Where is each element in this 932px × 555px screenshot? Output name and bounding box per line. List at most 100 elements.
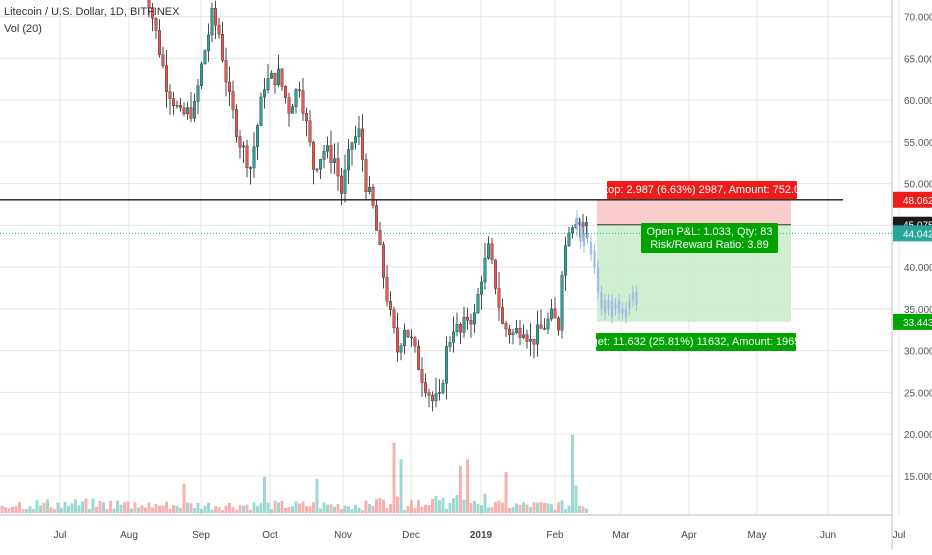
volume-indicator-label[interactable]: Vol (20) [4, 23, 42, 35]
volume-bar [539, 501, 543, 513]
volume-bar [529, 507, 532, 513]
projection-body [593, 250, 596, 268]
candle-body [312, 141, 316, 170]
candle-body [553, 308, 557, 319]
candle-body [315, 168, 319, 171]
volume-bar [84, 498, 88, 513]
candle-body [501, 307, 505, 324]
candle-body [189, 107, 193, 119]
candle-body [343, 169, 347, 194]
volume-bar [518, 504, 522, 513]
price-lines[interactable] [0, 199, 892, 234]
price-tag-label: 44.042 [903, 229, 932, 240]
volume-bar [532, 502, 536, 513]
volume-bar [350, 509, 354, 513]
projection-body [614, 304, 617, 309]
projection-candles [575, 210, 638, 324]
candles[interactable] [141, 0, 589, 412]
volume-bar [515, 503, 518, 513]
volume-bar [63, 501, 67, 513]
candle-body [266, 78, 270, 90]
volume-bar [116, 500, 119, 513]
y-tick-label: 25.000 [904, 388, 932, 399]
candle-body [182, 107, 186, 115]
volume-bar [326, 504, 329, 513]
candle-body [399, 345, 403, 353]
volume-bar [168, 509, 172, 513]
volume-bar [462, 499, 466, 513]
volume-bar [368, 504, 371, 513]
volume-bar [525, 504, 529, 513]
price-tag-bg [893, 225, 932, 242]
volume-bar [4, 507, 7, 513]
candle-body [231, 91, 235, 110]
candle-body [364, 159, 368, 193]
volume-bar [46, 499, 49, 513]
candle-body [175, 105, 179, 107]
symbol-title[interactable]: Litecoin / U.S. Dollar, 1D, BITFINEX [4, 6, 180, 18]
volume-bar [193, 508, 196, 513]
candle-body [263, 89, 267, 98]
volume-bar [504, 472, 508, 513]
candle-body [357, 128, 361, 137]
volume-bar [154, 504, 158, 513]
candle-body [196, 85, 200, 102]
volume-bar [67, 505, 70, 513]
candle-body [252, 146, 256, 169]
position-labels[interactable]: Stop: 2.987 (6.63%) 2987, Amount: 752.08… [576, 181, 816, 351]
candle-body [213, 8, 217, 26]
pnl-label-text: Risk/Reward Ratio: 3.89 [650, 239, 769, 251]
candle-body [560, 275, 564, 331]
volume-bar [291, 506, 294, 513]
candle-body [529, 338, 533, 342]
candle-body [406, 329, 410, 338]
candle-body [298, 89, 302, 91]
candle-body [441, 383, 445, 393]
x-axis[interactable]: Jul Aug Sep Oct Nov Dec 2019 Feb Mar Apr May Jun Jul [54, 530, 906, 541]
volume-bar [42, 502, 46, 513]
pnl-label-bg [641, 223, 778, 253]
y-tick-label: 50.000 [904, 180, 932, 191]
volume-bar [266, 502, 270, 513]
volume-bar [343, 505, 347, 513]
volume-bar [399, 459, 403, 513]
x-tick-label: Nov [334, 530, 352, 541]
x-tick-label: Jul [54, 530, 67, 541]
volume-bar [322, 502, 326, 513]
candle-body [192, 101, 196, 119]
x-tick-label: Sep [192, 530, 210, 541]
candle-body [571, 227, 575, 234]
y-tick-label: 70.000 [904, 13, 932, 24]
volume-bar [364, 500, 368, 513]
volume-bar [158, 505, 161, 513]
volume-bar [301, 501, 305, 513]
candle-body [301, 90, 305, 114]
volume-bar [228, 503, 231, 513]
volume-bar [375, 498, 378, 513]
volume-bar [585, 508, 588, 513]
projection-body [579, 225, 582, 243]
volume-bar [182, 483, 186, 513]
volume-bar [389, 504, 392, 513]
candle-body [375, 205, 379, 231]
volume-bar [420, 506, 424, 513]
volume-bar [263, 476, 266, 513]
y-axis[interactable]: 15.00020.00025.00030.00035.00040.00045.0… [893, 13, 932, 483]
candle-body [161, 54, 165, 66]
projection-body [589, 242, 593, 255]
volume-bar [483, 493, 487, 513]
volume-bar [91, 498, 95, 513]
volume-bar [333, 506, 336, 513]
candle-body [427, 392, 431, 396]
candle-body [459, 324, 463, 333]
volume-bar [347, 506, 350, 513]
candle-body [347, 149, 351, 171]
candle-body [319, 159, 323, 170]
candle-body [284, 86, 288, 98]
candle-body [452, 331, 456, 343]
candle-body [462, 316, 466, 333]
candle-body [396, 327, 400, 353]
candle-body [308, 120, 312, 143]
